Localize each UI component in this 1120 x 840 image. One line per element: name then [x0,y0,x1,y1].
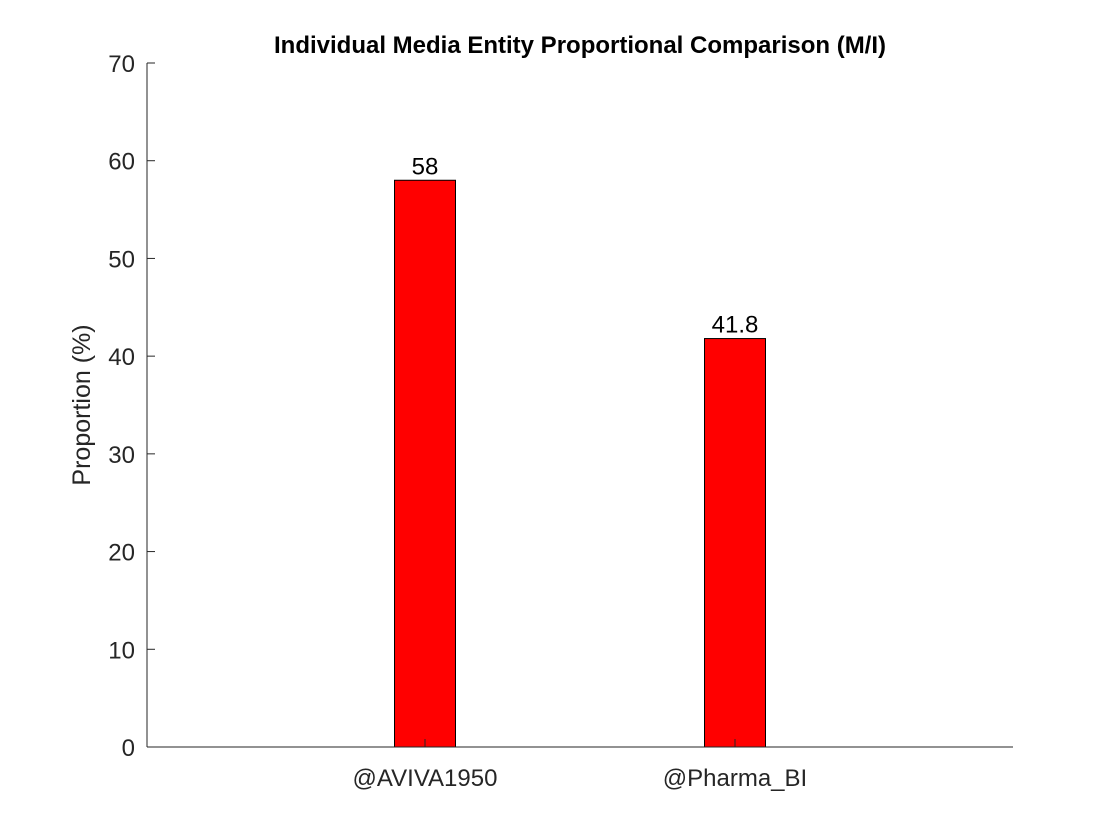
y-tick-label: 50 [108,246,135,273]
y-tick-label: 60 [108,149,135,176]
bar [704,338,766,748]
y-tick-label: 70 [108,51,135,78]
chart-title: Individual Media Entity Proportional Com… [274,32,886,59]
data-label: 41.8 [712,312,759,339]
data-label: 58 [412,153,439,180]
x-tick-label: @AVIVA1950 [353,765,498,792]
bar [394,179,456,748]
y-axis-label: Proportion (%) [68,324,96,485]
y-tick-label: 20 [108,540,135,567]
y-tick-label: 10 [108,637,135,664]
y-tick-label: 0 [122,735,135,762]
y-tick-label: 40 [108,344,135,371]
plot-area: 58 @AVIVA1950 41.8 @Pharma_BI 0 10 20 30 40 50 60 7… [108,51,1013,792]
x-tick-label: @Pharma_BI [663,765,807,792]
y-tick-label: 30 [108,442,135,469]
